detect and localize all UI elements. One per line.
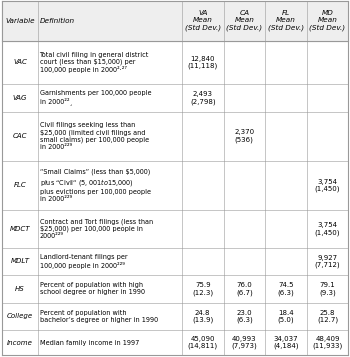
Polygon shape — [2, 1, 348, 41]
Text: 3,754
(1,450): 3,754 (1,450) — [315, 178, 340, 192]
Text: CAC: CAC — [13, 133, 27, 139]
Text: Total civil filing in general district
court (less than $15,000) per
100,000 peo: Total civil filing in general district c… — [40, 52, 149, 73]
Text: MDCT: MDCT — [10, 226, 30, 232]
Text: 34,037
(4,184): 34,037 (4,184) — [273, 336, 299, 350]
Text: VAG: VAG — [13, 95, 27, 101]
Text: 40,993
(7,973): 40,993 (7,973) — [231, 336, 257, 350]
Text: 48,409
(11,933): 48,409 (11,933) — [312, 336, 343, 350]
Text: MD
Mean
(Std Dev.): MD Mean (Std Dev.) — [309, 10, 345, 31]
Text: 45,090
(14,811): 45,090 (14,811) — [188, 336, 218, 350]
Text: Contract and Tort filings (less than
$25,000) per 100,000 people in
2000²²⁹: Contract and Tort filings (less than $25… — [40, 218, 153, 239]
Text: College: College — [7, 313, 33, 319]
Text: 12,840
(11,118): 12,840 (11,118) — [188, 56, 218, 69]
Text: 3,754
(1,450): 3,754 (1,450) — [315, 222, 340, 236]
Text: CA
Mean
(Std Dev.): CA Mean (Std Dev.) — [226, 10, 262, 31]
Text: 24.8
(13.9): 24.8 (13.9) — [192, 310, 214, 323]
Text: 75.9
(12.3): 75.9 (12.3) — [192, 282, 213, 296]
Text: 18.4
(5.0): 18.4 (5.0) — [278, 310, 294, 323]
Text: Percent of population with high
school degree or higher in 1990: Percent of population with high school d… — [40, 282, 145, 295]
Text: 2,493
(2,798): 2,493 (2,798) — [190, 91, 216, 105]
Text: MDLT: MDLT — [10, 258, 29, 265]
Text: 74.5
(6.3): 74.5 (6.3) — [278, 282, 294, 296]
Text: Percent of population with
bachelor’s degree or higher in 1990: Percent of population with bachelor’s de… — [40, 310, 158, 323]
Text: 9,927
(7,712): 9,927 (7,712) — [315, 255, 340, 268]
Text: Landlord-tenant filings per
100,000 people in 2000²²⁹: Landlord-tenant filings per 100,000 peop… — [40, 254, 127, 268]
Text: Garnishments per 100,000 people
in 2000²²¸: Garnishments per 100,000 people in 2000²… — [40, 90, 151, 105]
Text: 2,370
(536): 2,370 (536) — [234, 130, 254, 143]
Text: 25.8
(12.7): 25.8 (12.7) — [317, 310, 338, 323]
Text: Civil filings seeking less than
$25,000 (limited civil filings and
small claims): Civil filings seeking less than $25,000 … — [40, 122, 149, 150]
Text: 23.0
(6.3): 23.0 (6.3) — [236, 310, 253, 323]
Text: Income: Income — [7, 340, 33, 346]
Text: Median family income in 1997: Median family income in 1997 — [40, 340, 139, 346]
Text: VA
Mean
(Std Dev.): VA Mean (Std Dev.) — [185, 10, 221, 31]
Text: FL
Mean
(Std Dev.): FL Mean (Std Dev.) — [268, 10, 304, 31]
Text: “Small Claims” (less than $5,000)
plus “Civil” ($5,001 to $15,000)
plus eviction: “Small Claims” (less than $5,000) plus “… — [40, 169, 150, 202]
Text: FLC: FLC — [14, 182, 26, 188]
Text: Variable: Variable — [5, 18, 35, 24]
Text: HS: HS — [15, 286, 25, 292]
Text: 76.0
(6.7): 76.0 (6.7) — [236, 282, 253, 296]
Text: 79.1
(9.3): 79.1 (9.3) — [319, 282, 336, 296]
Text: VAC: VAC — [13, 60, 27, 65]
Text: Definition: Definition — [40, 18, 75, 24]
